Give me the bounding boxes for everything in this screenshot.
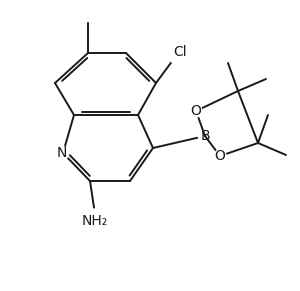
- Text: Cl: Cl: [173, 45, 187, 59]
- Circle shape: [190, 105, 202, 117]
- Circle shape: [168, 44, 188, 64]
- Text: O: O: [214, 149, 225, 163]
- Text: O: O: [190, 104, 201, 118]
- Circle shape: [57, 147, 69, 159]
- Text: N: N: [57, 146, 67, 160]
- Circle shape: [214, 150, 226, 162]
- Text: B: B: [200, 129, 210, 143]
- Text: NH₂: NH₂: [82, 214, 108, 228]
- Circle shape: [87, 209, 103, 225]
